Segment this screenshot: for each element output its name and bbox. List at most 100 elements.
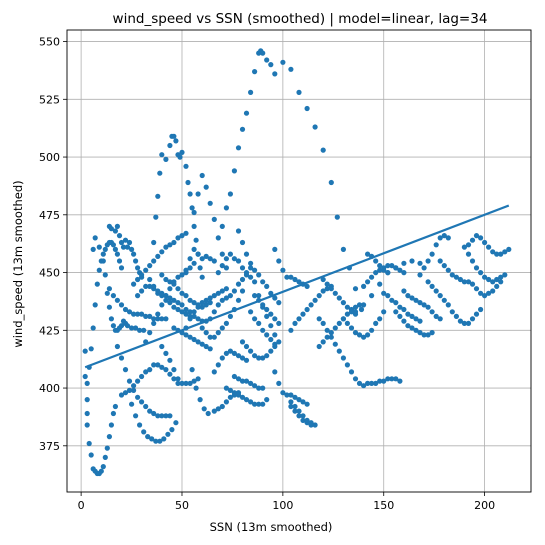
data-point: [478, 270, 484, 276]
data-point: [441, 297, 447, 303]
data-point: [437, 235, 443, 241]
data-point: [348, 325, 355, 331]
data-point: [365, 332, 371, 338]
data-point: [248, 309, 254, 315]
data-point: [171, 376, 177, 382]
data-point: [425, 332, 431, 338]
data-point: [183, 325, 189, 331]
data-point: [252, 353, 258, 359]
data-point: [346, 265, 352, 271]
data-point: [288, 392, 294, 398]
data-point: [260, 401, 266, 407]
data-point: [207, 300, 213, 306]
data-point: [453, 313, 459, 319]
data-point: [151, 239, 157, 246]
data-point: [324, 334, 330, 340]
data-point: [197, 397, 203, 403]
data-point: [139, 311, 145, 317]
data-point: [173, 138, 179, 144]
data-point: [248, 260, 254, 266]
data-point: [231, 256, 237, 262]
data-point: [114, 251, 120, 257]
data-point: [215, 330, 221, 336]
data-point: [211, 309, 217, 315]
data-point: [292, 276, 298, 283]
data-point: [96, 267, 102, 273]
data-point: [110, 410, 116, 417]
data-point: [401, 270, 407, 276]
data-point: [126, 387, 133, 393]
data-point: [167, 279, 173, 285]
data-point: [219, 355, 225, 361]
data-point: [227, 191, 233, 197]
data-point: [149, 436, 155, 442]
data-point: [195, 304, 201, 310]
data-point: [292, 403, 298, 410]
data-point: [141, 327, 147, 333]
data-point: [207, 295, 213, 301]
data-point: [385, 376, 391, 382]
data-point: [296, 89, 302, 95]
data-point: [478, 235, 484, 241]
data-point: [167, 413, 173, 419]
data-point: [183, 306, 189, 313]
data-point: [108, 316, 114, 322]
data-point: [126, 239, 133, 246]
data-point: [159, 413, 165, 419]
data-point: [161, 436, 167, 442]
x-tick-label: 50: [175, 499, 189, 512]
data-point: [252, 401, 258, 407]
data-point: [239, 265, 246, 271]
data-point: [243, 270, 250, 276]
data-point: [280, 390, 286, 396]
data-point: [215, 302, 221, 308]
data-point: [131, 281, 137, 287]
data-point: [498, 274, 504, 280]
data-point: [141, 429, 147, 435]
data-point: [108, 226, 114, 232]
data-point: [239, 355, 246, 361]
data-point: [112, 246, 118, 252]
data-point: [494, 251, 500, 257]
data-point: [252, 383, 258, 389]
data-point: [264, 353, 270, 359]
data-point: [199, 274, 205, 280]
data-point: [126, 378, 133, 384]
data-point: [100, 464, 106, 470]
data-point: [268, 323, 274, 329]
data-point: [177, 154, 183, 160]
data-point: [429, 309, 435, 315]
data-point: [268, 336, 274, 343]
data-point: [344, 304, 350, 310]
data-point: [260, 327, 266, 333]
data-point: [135, 265, 141, 271]
data-point: [114, 223, 120, 229]
data-point: [373, 258, 379, 264]
data-point: [199, 318, 205, 324]
data-point: [397, 304, 403, 310]
data-point: [227, 251, 233, 257]
data-point: [98, 468, 104, 474]
data-point: [139, 373, 145, 380]
data-point: [506, 246, 512, 252]
data-point: [94, 281, 100, 287]
y-tick-label: 500: [39, 151, 60, 164]
data-point: [324, 281, 330, 287]
data-point: [473, 311, 480, 317]
data-point: [235, 281, 242, 287]
data-point: [377, 263, 383, 269]
data-point: [429, 330, 435, 336]
data-point: [147, 313, 153, 319]
data-point: [159, 249, 165, 255]
data-point: [381, 290, 387, 296]
data-point: [437, 258, 443, 264]
data-point: [175, 306, 181, 313]
data-point: [239, 126, 246, 132]
data-point: [361, 334, 367, 340]
data-point: [268, 62, 274, 68]
data-point: [147, 408, 153, 414]
data-point: [397, 313, 403, 319]
data-point: [373, 270, 379, 276]
data-point: [288, 327, 294, 333]
data-point: [389, 263, 395, 269]
